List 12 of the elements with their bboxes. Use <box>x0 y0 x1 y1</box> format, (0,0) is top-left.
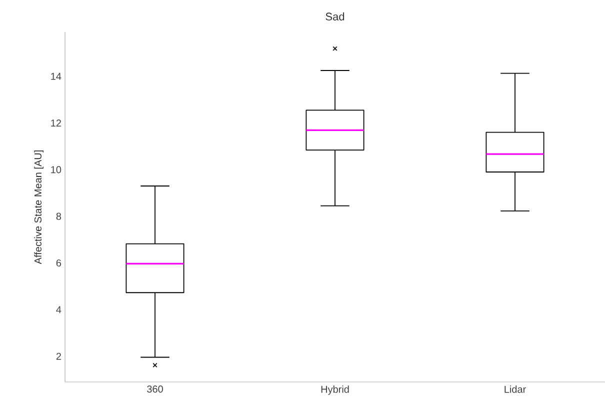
y-tick-label: 6 <box>56 259 62 267</box>
y-tick-label: 2 <box>56 352 61 360</box>
y-tick-label: 4 <box>56 306 62 314</box>
x-tick-label: Lidar <box>504 386 526 393</box>
x-tick-label: Hybrid <box>321 386 349 395</box>
x-tick-label: 360 <box>147 386 163 393</box>
chart-title: Sad <box>326 12 344 20</box>
y-tick-label: 12 <box>51 120 61 126</box>
y-tick-label: 10 <box>51 166 62 174</box>
y-tick-label: 8 <box>56 212 62 220</box>
y-tick-label: 14 <box>51 72 62 80</box>
y-axis-title: Affective State Mean [AU] <box>34 150 44 264</box>
